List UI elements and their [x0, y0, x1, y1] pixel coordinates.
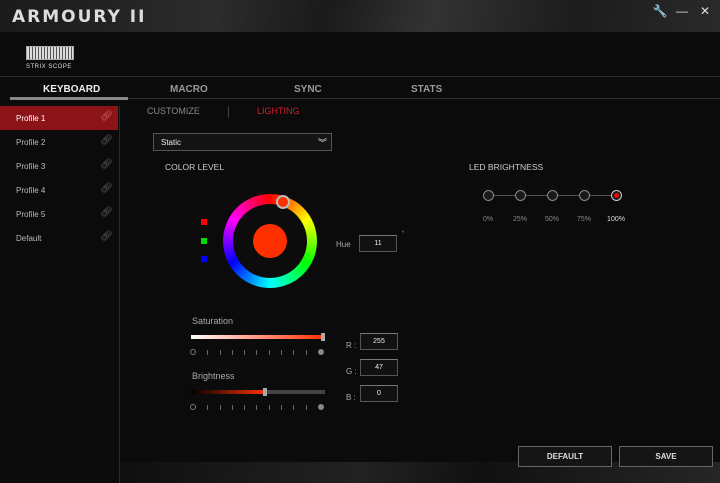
slider-tick — [244, 404, 246, 410]
subtab-customize[interactable]: CUSTOMIZE — [147, 106, 200, 116]
slider-tick — [207, 349, 209, 355]
divider — [0, 76, 720, 77]
device-name: STRIX SCOPE — [26, 64, 72, 70]
profile-item[interactable]: Default 🔗︎ — [0, 226, 118, 250]
device-logo: STRIX SCOPE — [26, 46, 76, 74]
brightness-ticks — [190, 403, 324, 411]
color-level-label: COLOR LEVEL — [165, 162, 225, 172]
slider-tick — [244, 349, 246, 355]
color-preview — [253, 224, 287, 258]
slider-tick — [256, 349, 258, 355]
led-level-point[interactable] — [579, 190, 590, 201]
slider-tick — [293, 404, 295, 410]
subtab-lighting[interactable]: LIGHTING — [257, 106, 300, 116]
close-button[interactable]: ✕ — [699, 4, 711, 18]
slider-thumb[interactable] — [262, 388, 267, 396]
r-input[interactable]: 255 — [360, 333, 398, 350]
save-button[interactable]: SAVE — [619, 446, 713, 467]
profile-label: Profile 5 — [16, 210, 46, 219]
double-chevron-down-icon: ︾ — [317, 138, 327, 148]
divider — [228, 106, 229, 118]
degree-unit: ° — [402, 231, 405, 237]
led-level-point[interactable] — [611, 190, 622, 201]
led-level-label: 100% — [607, 216, 625, 223]
minimize-button[interactable]: — — [676, 4, 688, 18]
r-label: R : — [346, 341, 357, 350]
profile-item[interactable]: Profile 5 🔗︎ — [0, 202, 118, 226]
tab-macro[interactable]: MACRO — [170, 84, 208, 95]
profile-label: Profile 3 — [16, 162, 46, 171]
slider-tick — [305, 404, 307, 410]
hue-label: Hue — [336, 240, 351, 249]
profile-sidebar: Profile 1 🔗︎ Profile 2 🔗︎ Profile 3 🔗︎ Prof… — [0, 106, 120, 483]
link-icon[interactable]: 🔗︎ — [100, 111, 113, 122]
tab-sync[interactable]: SYNC — [294, 84, 322, 95]
slider-tick — [219, 404, 221, 410]
effect-dropdown[interactable]: Static ︾ — [153, 133, 332, 151]
active-tab-indicator — [10, 97, 128, 100]
slider-tick — [268, 349, 270, 355]
led-level-point[interactable] — [515, 190, 526, 201]
saturation-label: Saturation — [192, 316, 234, 326]
profile-label: Profile 1 — [16, 114, 46, 123]
slider-tick — [231, 404, 233, 410]
keyboard-icon — [26, 46, 74, 60]
slider-tick — [317, 349, 324, 355]
slider-tick — [317, 404, 324, 410]
led-brightness-label: LED BRIGHTNESS — [469, 162, 544, 172]
led-level-point[interactable] — [483, 190, 494, 201]
profile-item[interactable]: Profile 3 🔗︎ — [0, 154, 118, 178]
slider-tick — [281, 349, 283, 355]
green-swatch[interactable] — [201, 238, 207, 244]
red-swatch[interactable] — [201, 219, 207, 225]
slider-tick — [281, 404, 283, 410]
slider-tick — [207, 404, 209, 410]
link-icon[interactable]: 🔗︎ — [100, 207, 113, 218]
link-icon[interactable]: 🔗︎ — [100, 135, 113, 146]
led-level-label: 0% — [482, 216, 494, 223]
slider-tick — [231, 349, 233, 355]
profile-item[interactable]: Profile 4 🔗︎ — [0, 178, 118, 202]
slider-tick — [190, 404, 196, 410]
saturation-ticks — [190, 348, 324, 356]
link-icon[interactable]: 🔗︎ — [100, 159, 113, 170]
blue-swatch[interactable] — [201, 256, 207, 262]
slider-tick — [219, 349, 221, 355]
brightness-label: Brightness — [192, 371, 235, 381]
app-title: ARMOURY II — [12, 7, 147, 27]
divider — [128, 98, 720, 99]
b-input[interactable]: 0 — [360, 385, 398, 402]
link-icon[interactable]: 🔗︎ — [100, 183, 113, 194]
slider-thumb[interactable] — [321, 333, 325, 341]
hue-input[interactable]: 11 — [359, 235, 397, 252]
title-bar — [0, 0, 720, 32]
profile-label: Profile 2 — [16, 138, 46, 147]
led-level-label: 50% — [544, 216, 559, 223]
b-label: B : — [346, 393, 356, 402]
link-icon[interactable]: 🔗︎ — [100, 231, 113, 242]
profile-item[interactable]: Profile 2 🔗︎ — [0, 130, 118, 154]
profile-label: Default — [16, 234, 42, 243]
slider-tick — [268, 404, 270, 410]
led-level-point[interactable] — [547, 190, 558, 201]
saturation-slider[interactable] — [191, 333, 325, 341]
tab-stats[interactable]: STATS — [411, 84, 443, 95]
default-button[interactable]: DEFAULT — [518, 446, 612, 467]
g-input[interactable]: 47 — [360, 359, 398, 376]
profile-item[interactable]: Profile 1 🔗︎ — [0, 106, 118, 130]
hue-handle[interactable] — [276, 195, 290, 209]
g-label: G : — [346, 367, 357, 376]
led-level-label: 25% — [512, 216, 527, 223]
wrench-icon[interactable]: 🔧 — [652, 4, 668, 18]
slider-tick — [305, 349, 307, 355]
slider-tick — [190, 349, 196, 355]
tab-keyboard[interactable]: KEYBOARD — [43, 84, 101, 95]
effect-value: Static — [161, 138, 182, 147]
slider-tick — [293, 349, 295, 355]
slider-tick — [256, 404, 258, 410]
profile-label: Profile 4 — [16, 186, 46, 195]
led-level-label: 75% — [576, 216, 591, 223]
brightness-slider[interactable] — [191, 388, 325, 396]
